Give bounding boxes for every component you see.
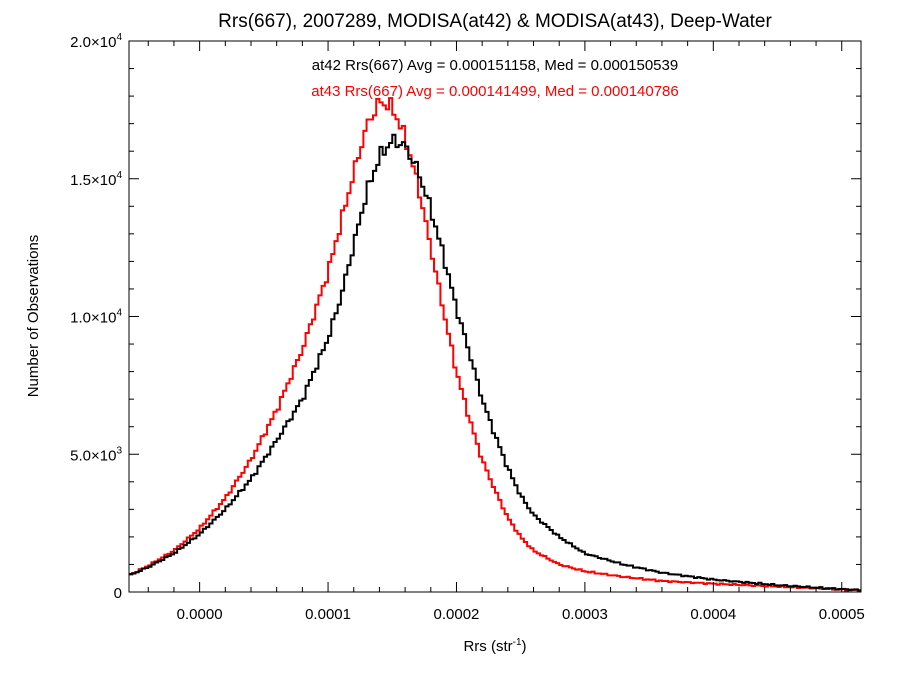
x-axis-label-sup: -1 <box>513 637 522 648</box>
ticks-layer: 0.0000 0.0001 0.0002 0.0003 0.0004 0.0005 0 5.0… <box>70 32 865 623</box>
x-axis-label: Rrs (str-1) <box>463 637 526 655</box>
series-line-1 <box>129 97 861 593</box>
y-tick-label: 1.5×104 <box>70 170 122 189</box>
x-tick-label: 0.0003 <box>562 606 608 623</box>
series-layer <box>129 97 861 593</box>
annotation-at43: at43 Rrs(667) Avg = 0.000141499, Med = 0… <box>311 83 679 100</box>
y-axis-label: Number of Observations <box>25 235 42 398</box>
x-tick-label: 0.0002 <box>434 606 480 623</box>
x-axis-label-main: Rrs (str <box>463 638 512 655</box>
y-tick-label: 0 <box>114 585 122 602</box>
annotation-at42: at42 Rrs(667) Avg = 0.000151158, Med = 0… <box>312 57 678 74</box>
y-tick-label: 1.0×104 <box>70 308 122 327</box>
x-tick-label: 0.0001 <box>305 606 351 623</box>
y-tick-label: 2.0×104 <box>70 32 122 51</box>
x-axis-label-close: ) <box>522 638 527 655</box>
x-tick-label: 0.0004 <box>690 606 736 623</box>
series-line-0 <box>129 133 861 592</box>
plot-frame <box>128 40 862 593</box>
chart-title: Rrs(667), 2007289, MODISA(at42) & MODISA… <box>218 11 772 32</box>
x-tick-label: 0.0000 <box>177 606 223 623</box>
y-tick-label: 5.0×103 <box>70 445 122 464</box>
x-tick-label: 0.0005 <box>819 606 865 623</box>
